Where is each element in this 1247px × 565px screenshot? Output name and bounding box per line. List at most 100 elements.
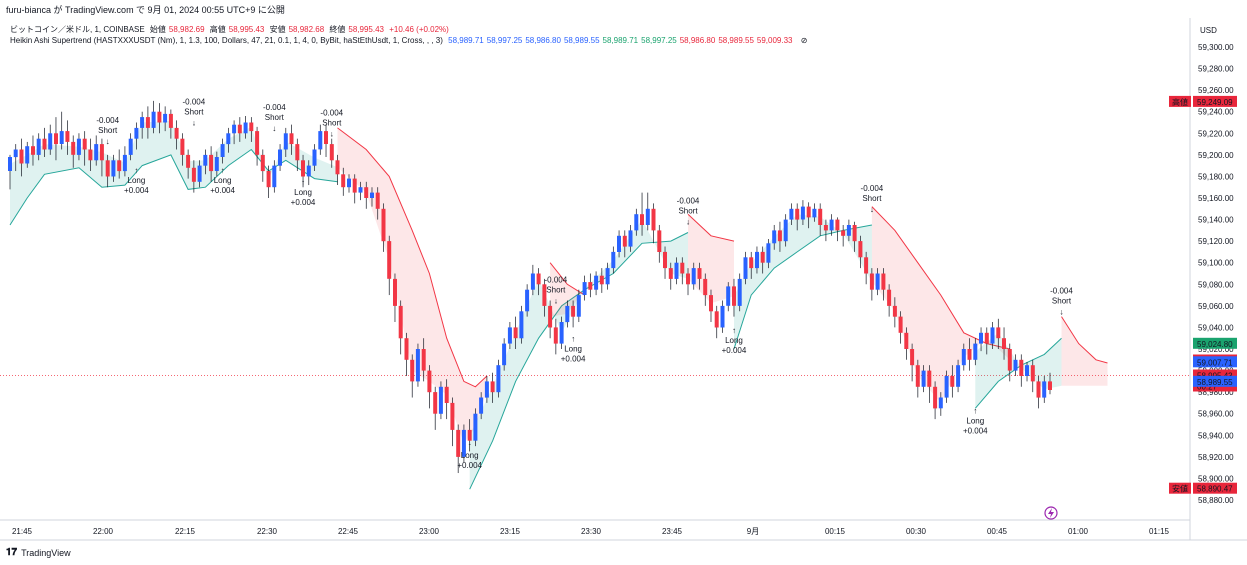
candle-body[interactable] (582, 282, 587, 295)
candle-body[interactable] (82, 138, 87, 150)
candle-body[interactable] (864, 257, 869, 274)
candle-body[interactable] (542, 284, 547, 306)
candle-body[interactable] (1002, 338, 1006, 349)
candle-body[interactable] (289, 133, 294, 145)
candle-body[interactable] (933, 386, 938, 409)
candle-body[interactable] (168, 113, 173, 128)
candle-body[interactable] (1019, 359, 1024, 376)
candle-body[interactable] (54, 133, 58, 145)
candle-body[interactable] (979, 332, 983, 344)
candle-body[interactable] (783, 219, 788, 242)
candle-body[interactable] (846, 225, 851, 236)
candle-body[interactable] (122, 154, 127, 172)
candle-body[interactable] (214, 157, 219, 171)
candle-body[interactable] (393, 278, 397, 306)
candle-body[interactable] (571, 305, 576, 317)
candle-body[interactable] (370, 192, 374, 198)
candle-body[interactable] (519, 311, 524, 339)
candle-body[interactable] (347, 178, 351, 188)
candle-body[interactable] (766, 243, 771, 263)
candle-body[interactable] (174, 127, 179, 139)
candle-body[interactable] (117, 160, 122, 172)
candle-body[interactable] (645, 208, 650, 225)
candle-body[interactable] (668, 268, 673, 279)
indicator-name[interactable]: Heikin Ashi Supertrend (HASTXXXUSDT (Nm)… (10, 36, 443, 45)
candle-body[interactable] (898, 316, 903, 333)
candle-body[interactable] (364, 187, 369, 198)
candle-body[interactable] (530, 273, 535, 290)
candle-body[interactable] (800, 206, 805, 220)
candle-body[interactable] (36, 138, 41, 155)
candle-body[interactable] (203, 154, 208, 166)
candle-body[interactable] (559, 322, 564, 344)
candle-body[interactable] (180, 138, 185, 155)
candle-body[interactable] (755, 251, 759, 269)
candle-body[interactable] (536, 273, 541, 285)
candle-body[interactable] (329, 144, 334, 161)
candle-body[interactable] (691, 268, 696, 285)
candle-body[interactable] (444, 386, 449, 403)
candle-body[interactable] (823, 225, 828, 231)
candle-body[interactable] (59, 131, 64, 144)
candle-body[interactable] (887, 289, 892, 306)
candle-body[interactable] (709, 295, 713, 312)
candle-body[interactable] (749, 257, 754, 269)
candle-body[interactable] (76, 138, 81, 155)
candle-body[interactable] (1025, 365, 1029, 376)
candle-body[interactable] (31, 146, 35, 155)
candle-body[interactable] (358, 187, 363, 193)
candle-body[interactable] (576, 295, 581, 317)
candle-body[interactable] (507, 327, 512, 344)
candle-body[interactable] (479, 397, 484, 414)
candle-body[interactable] (243, 122, 248, 134)
candle-body[interactable] (226, 133, 231, 145)
candle-body[interactable] (191, 167, 196, 182)
candle-body[interactable] (818, 208, 823, 225)
candle-body[interactable] (1036, 381, 1041, 398)
candle-body[interactable] (335, 160, 340, 175)
candle-body[interactable] (892, 305, 897, 317)
candle-body[interactable] (921, 370, 926, 387)
candle-body[interactable] (789, 208, 794, 220)
candle-body[interactable] (473, 413, 478, 441)
candle-body[interactable] (984, 332, 989, 344)
candle-body[interactable] (1013, 359, 1018, 371)
candle-body[interactable] (852, 225, 857, 242)
candle-body[interactable] (140, 117, 145, 128)
candle-body[interactable] (599, 275, 604, 285)
candle-body[interactable] (565, 305, 570, 323)
candle-body[interactable] (640, 214, 644, 225)
candle-body[interactable] (145, 117, 150, 128)
candle-body[interactable] (956, 365, 961, 387)
candle-body[interactable] (973, 343, 978, 360)
candle-body[interactable] (680, 262, 685, 274)
candle-body[interactable] (548, 305, 553, 328)
brand-name[interactable]: TradingView (21, 547, 71, 558)
candle-body[interactable] (232, 124, 237, 134)
candle-body[interactable] (490, 381, 495, 393)
candle-body[interactable] (88, 149, 93, 161)
candle-body[interactable] (128, 138, 133, 155)
candle-body[interactable] (99, 144, 104, 161)
candle-body[interactable] (915, 365, 920, 387)
candle-body[interactable] (996, 327, 1001, 339)
candle-body[interactable] (404, 338, 409, 360)
candle-body[interactable] (295, 144, 300, 161)
candle-body[interactable] (467, 429, 472, 441)
candle-body[interactable] (553, 327, 558, 344)
candle-body[interactable] (502, 343, 507, 366)
candle-body[interactable] (858, 241, 863, 258)
candle-body[interactable] (737, 278, 742, 306)
candle-body[interactable] (594, 275, 599, 290)
lightning-icon[interactable] (1044, 506, 1058, 520)
candle-body[interactable] (760, 251, 765, 263)
candle-body[interactable] (151, 111, 156, 128)
candle-body[interactable] (398, 305, 403, 339)
candle-body[interactable] (663, 251, 667, 269)
candle-body[interactable] (94, 144, 99, 161)
candle-body[interactable] (352, 178, 357, 193)
candle-body[interactable] (496, 365, 501, 393)
candle-body[interactable] (990, 327, 995, 344)
candle-body[interactable] (318, 131, 323, 150)
